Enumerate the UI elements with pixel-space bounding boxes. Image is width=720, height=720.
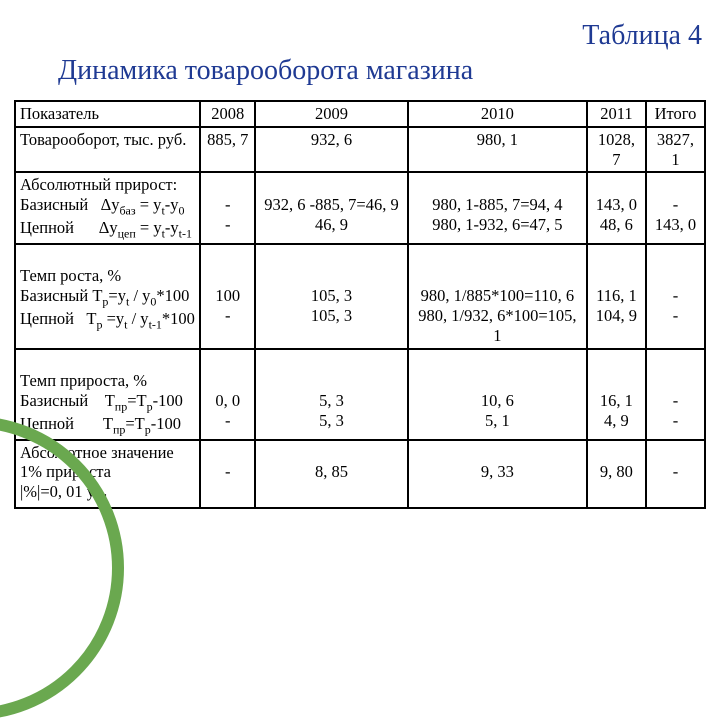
v: -: [673, 411, 679, 430]
row-growth-incr: Темп прироста, % Базисный Тпр=Тр-100 Цеп…: [15, 349, 705, 440]
v: 5, 3: [319, 411, 344, 430]
header-2008: 2008: [200, 101, 255, 127]
v: 143, 0: [596, 195, 637, 214]
cell-abs-growth-label: Абсолютный прирост: Базисный Δубаз = уt-…: [15, 172, 200, 243]
v: -: [225, 215, 231, 234]
cell: - -: [200, 172, 255, 243]
row-abs-growth: Абсолютный прирост: Базисный Δубаз = уt-…: [15, 172, 705, 243]
v: -: [673, 286, 679, 305]
slide: Таблица 4 Динамика товарооборота магазин…: [0, 0, 720, 540]
cell: 932, 6: [255, 127, 408, 173]
title-block: Таблица 4 Динамика товарооборота магазин…: [14, 18, 706, 88]
abs-growth-base: Базисный Δубаз = уt-у0: [20, 195, 185, 214]
header-2010: 2010: [408, 101, 587, 127]
cell: 980, 1/885*100=110, 6 980, 1/932, 6*100=…: [408, 244, 587, 349]
v: 9, 80: [600, 462, 633, 481]
v: 10, 6: [481, 391, 514, 410]
cell: - 143, 0: [646, 172, 705, 243]
v: -: [673, 391, 679, 410]
cell: 143, 0 48, 6: [587, 172, 646, 243]
v: -: [673, 462, 679, 481]
v: 105, 3: [311, 306, 352, 325]
cell: 885, 7: [200, 127, 255, 173]
cell: 100 -: [200, 244, 255, 349]
v: 4, 9: [604, 411, 629, 430]
v: 48, 6: [600, 215, 633, 234]
v: 9, 33: [481, 462, 514, 481]
row-abs-1pct: Абсолютное значение 1% прироста |%|=0, 0…: [15, 440, 705, 508]
row-growth-rate: Темп роста, % Базисный Тр=уt / у0*100 Це…: [15, 244, 705, 349]
growth-incr-title: Темп прироста, %: [20, 371, 147, 390]
v: 16, 1: [600, 391, 633, 410]
table-header-row: Показатель 2008 2009 2010 2011 Итого: [15, 101, 705, 127]
v: 932, 6 -885, 7=46, 9: [264, 195, 398, 214]
growth-rate-chain: Цепной Тр =уt / уt-1*100: [20, 309, 195, 328]
title-line-1: Таблица 4: [14, 18, 706, 53]
cell: 9, 33: [408, 440, 587, 508]
growth-rate-title: Темп роста, %: [20, 266, 121, 285]
cell-growth-incr-label: Темп прироста, % Базисный Тпр=Тр-100 Цеп…: [15, 349, 200, 440]
cell: 105, 3 105, 3: [255, 244, 408, 349]
growth-rate-base: Базисный Тр=уt / у0*100: [20, 286, 189, 305]
header-2009: 2009: [255, 101, 408, 127]
data-table: Показатель 2008 2009 2010 2011 Итого Тов…: [14, 100, 706, 509]
row-turnover: Товарооборот, тыс. руб. 885, 7 932, 6 98…: [15, 127, 705, 173]
v: 980, 1-885, 7=94, 4: [432, 195, 562, 214]
v: 105, 3: [311, 286, 352, 305]
cell: 980, 1-885, 7=94, 4 980, 1-932, 6=47, 5: [408, 172, 587, 243]
cell: 116, 1 104, 9: [587, 244, 646, 349]
v: 5, 3: [319, 391, 344, 410]
cell: 5, 3 5, 3: [255, 349, 408, 440]
v: -: [673, 306, 679, 325]
cell: 16, 1 4, 9: [587, 349, 646, 440]
v: 104, 9: [596, 306, 637, 325]
v: -: [225, 306, 231, 325]
cell: -: [646, 440, 705, 508]
v: 8, 85: [315, 462, 348, 481]
v: 980, 1/932, 6*100=105, 1: [418, 306, 576, 345]
v: 116, 1: [596, 286, 637, 305]
title-line-2: Динамика товарооборота магазина: [14, 53, 706, 88]
v: -: [225, 195, 231, 214]
v: -: [673, 195, 679, 214]
v: 46, 9: [315, 215, 348, 234]
cell: 980, 1: [408, 127, 587, 173]
cell: - -: [646, 244, 705, 349]
v: 5, 1: [485, 411, 510, 430]
v: 980, 1-932, 6=47, 5: [432, 215, 562, 234]
v: 980, 1/885*100=110, 6: [421, 286, 575, 305]
cell: 9, 80: [587, 440, 646, 508]
abs-growth-title: Абсолютный прирост:: [20, 175, 177, 194]
growth-incr-chain: Цепной Тпр=Тр-100: [20, 414, 181, 433]
abs-growth-chain: Цепной Δуцеп = уt-уt-1: [20, 218, 192, 237]
cell: 8, 85: [255, 440, 408, 508]
cell: 3827, 1: [646, 127, 705, 173]
cell: - -: [646, 349, 705, 440]
cell: 10, 6 5, 1: [408, 349, 587, 440]
cell: -: [200, 440, 255, 508]
cell-growth-rate-label: Темп роста, % Базисный Тр=уt / у0*100 Це…: [15, 244, 200, 349]
growth-incr-base: Базисный Тпр=Тр-100: [20, 391, 183, 410]
cell-turnover-label: Товарооборот, тыс. руб.: [15, 127, 200, 173]
v: -: [225, 462, 231, 481]
cell: 932, 6 -885, 7=46, 9 46, 9: [255, 172, 408, 243]
header-total: Итого: [646, 101, 705, 127]
header-indicator: Показатель: [15, 101, 200, 127]
header-2011: 2011: [587, 101, 646, 127]
v: 100: [215, 286, 240, 305]
cell: 0, 0 -: [200, 349, 255, 440]
v: -: [225, 411, 231, 430]
cell: 1028, 7: [587, 127, 646, 173]
v: 143, 0: [655, 215, 696, 234]
v: 0, 0: [215, 391, 240, 410]
